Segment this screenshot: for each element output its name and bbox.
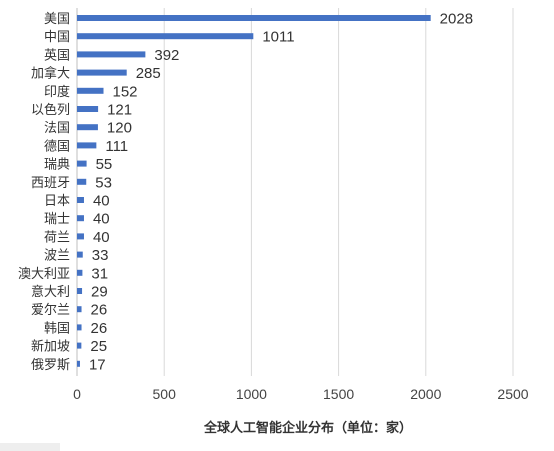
- data-label: 392: [154, 47, 179, 64]
- data-labels: 2028101139228515212112011155534040403331…: [89, 11, 473, 374]
- category-label: 波兰: [44, 249, 70, 264]
- category-label: 俄罗斯: [31, 358, 70, 373]
- x-tick-label: 2000: [410, 386, 441, 402]
- bar: [77, 251, 83, 258]
- category-label: 澳大利亚: [18, 266, 70, 282]
- category-label: 印度: [44, 84, 70, 100]
- x-tick-label: 500: [153, 386, 177, 402]
- category-label: 爱尔兰: [31, 303, 70, 318]
- data-label: 17: [89, 356, 106, 373]
- category-label: 德国: [44, 139, 70, 154]
- x-tick-label: 1000: [236, 386, 267, 402]
- footer-strip: [0, 443, 60, 451]
- data-label: 1011: [262, 29, 294, 46]
- bar: [77, 306, 82, 313]
- category-label: 美国: [44, 12, 70, 27]
- bar: [77, 142, 97, 149]
- data-label: 40: [93, 229, 110, 246]
- data-label: 31: [91, 265, 108, 282]
- data-label: 53: [95, 174, 112, 191]
- x-tick-label: 1500: [323, 386, 354, 402]
- category-label: 英国: [44, 48, 70, 63]
- bar: [77, 342, 82, 349]
- data-label: 2028: [440, 11, 473, 28]
- category-label: 日本: [44, 194, 70, 209]
- category-label: 韩国: [44, 321, 70, 336]
- bar: [77, 233, 84, 240]
- bar: [77, 324, 82, 331]
- category-label: 中国: [44, 30, 70, 45]
- bar: [77, 15, 431, 21]
- bar: [77, 69, 127, 76]
- x-tick-label: 2500: [497, 386, 528, 402]
- bar: [77, 160, 87, 167]
- category-label: 西班牙: [31, 176, 70, 191]
- category-label: 加拿大: [31, 66, 70, 82]
- bar: [77, 269, 83, 276]
- data-label: 40: [93, 211, 110, 228]
- bars: [77, 15, 431, 367]
- data-label: 120: [107, 120, 132, 137]
- data-label: 121: [107, 102, 132, 119]
- bar: [77, 360, 80, 367]
- data-label: 285: [136, 65, 161, 82]
- bar: [77, 288, 83, 294]
- data-label: 152: [113, 83, 138, 100]
- data-label: 26: [91, 320, 108, 337]
- gridlines: [76, 8, 514, 376]
- category-label: 荷兰: [44, 230, 70, 245]
- bar: [77, 51, 146, 58]
- category-label: 新加坡: [31, 339, 70, 355]
- bar: [77, 197, 84, 203]
- data-label: 25: [90, 338, 107, 355]
- category-label: 瑞典: [44, 158, 70, 173]
- category-label: 意大利: [31, 284, 70, 300]
- bar: [77, 87, 104, 94]
- category-label: 瑞士: [44, 212, 70, 227]
- data-label: 40: [93, 193, 110, 210]
- bar: [77, 215, 84, 222]
- bar: [77, 178, 87, 185]
- x-axis-ticks: 0 500 1000 1500 2000 2500: [73, 386, 529, 402]
- bar: [77, 124, 98, 131]
- data-label: 26: [91, 302, 108, 319]
- category-labels: 美国中国英国加拿大印度以色列法国德国瑞典西班牙日本瑞士荷兰波兰澳大利亚意大利爱尔…: [18, 12, 70, 373]
- category-label: 以色列: [31, 102, 70, 118]
- data-label: 55: [96, 156, 113, 173]
- bar: [77, 106, 99, 112]
- data-label: 33: [92, 247, 109, 264]
- x-tick-label: 0: [73, 386, 81, 402]
- data-label: 29: [91, 284, 108, 301]
- chart-title: 全球人工智能企业分布（单位：家）: [203, 420, 412, 436]
- category-label: 法国: [44, 121, 70, 136]
- bar: [77, 33, 254, 40]
- data-label: 111: [105, 138, 128, 155]
